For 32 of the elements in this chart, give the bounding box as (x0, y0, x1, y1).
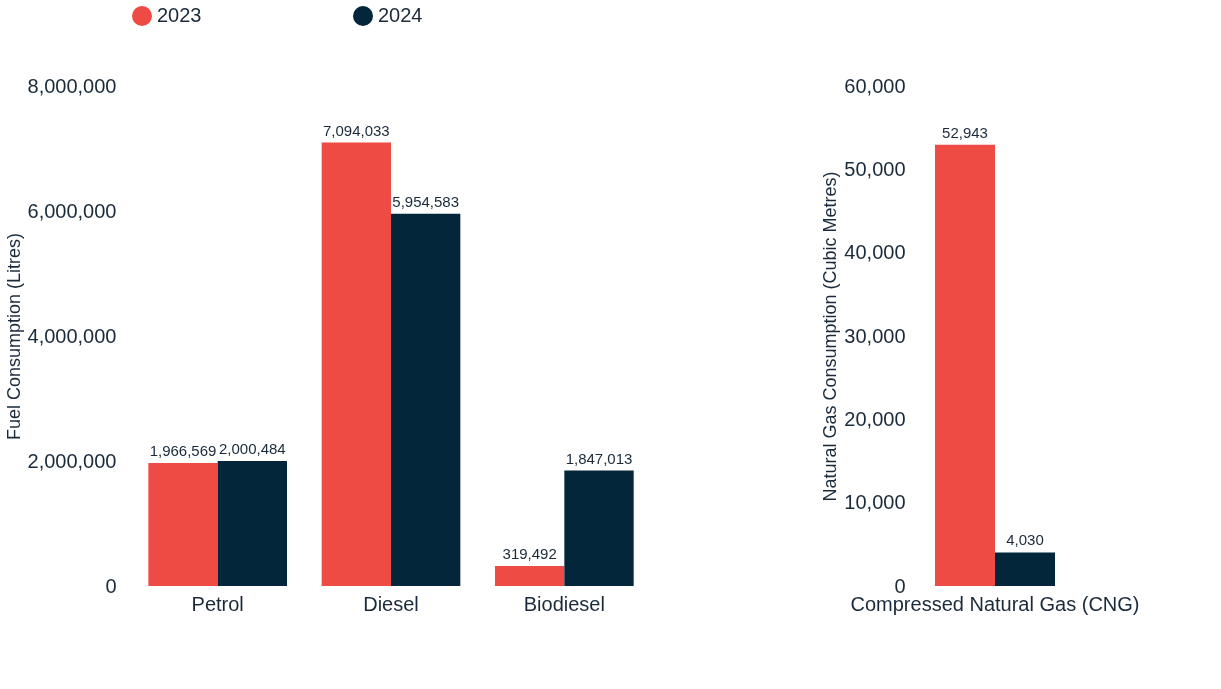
y-tick-label: 2,000,000 (27, 449, 117, 472)
bar (391, 213, 461, 586)
x-tick-label: Petrol (191, 592, 244, 615)
data-label: 1,847,013 (565, 449, 633, 467)
y-tick-label: 0 (105, 574, 117, 597)
data-label: 7,094,033 (322, 121, 390, 139)
y-tick-label: 10,000 (844, 491, 906, 514)
y-tick-label: 8,000,000 (27, 74, 117, 97)
legend-label: 2023 (157, 4, 202, 26)
y-tick-label: 6,000,000 (27, 199, 117, 222)
y-tick-label: 50,000 (844, 157, 906, 180)
bar (217, 460, 287, 586)
data-label: 4,030 (1006, 531, 1044, 549)
y-tick-label: 4,000,000 (27, 324, 117, 347)
y-tick-label: 20,000 (844, 407, 906, 430)
y-axis-title: Fuel Consumption (Litres) (3, 232, 24, 441)
data-label: 319,492 (502, 545, 557, 563)
y-tick-label: 30,000 (844, 324, 906, 347)
bar (564, 470, 634, 586)
y-tick-label: 40,000 (844, 241, 906, 264)
bar (321, 142, 391, 586)
data-label: 52,943 (942, 123, 988, 141)
data-label: 1,966,569 (149, 442, 217, 460)
x-tick-label: Biodiesel (523, 592, 605, 615)
bar (148, 463, 218, 586)
data-label: 5,954,583 (392, 192, 460, 210)
y-tick-label: 60,000 (844, 74, 906, 97)
bar (495, 566, 565, 586)
y-axis-title: Natural Gas Consumption (Cubic Metres) (820, 171, 841, 502)
legend-label: 2024 (378, 4, 423, 26)
data-label: 2,000,484 (218, 439, 286, 457)
x-tick-label: Diesel (363, 592, 419, 615)
